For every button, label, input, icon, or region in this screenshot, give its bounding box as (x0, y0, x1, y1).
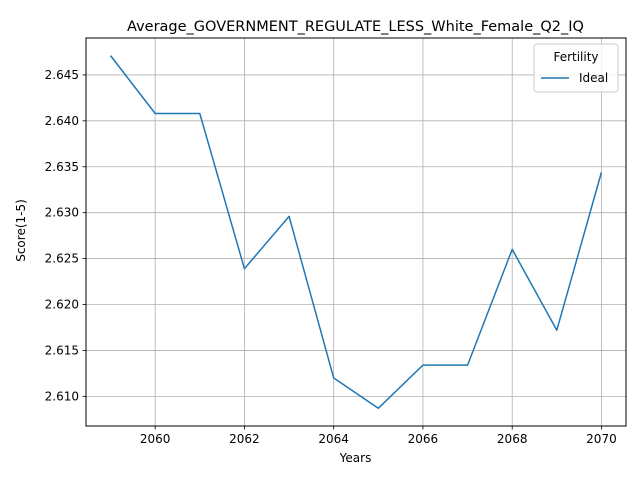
series-layer (109, 55, 603, 410)
x-tick-label: 2064 (318, 432, 349, 446)
y-tick-label: 2.635 (45, 160, 79, 174)
ticks: 2060 2062 2064 2066 2068 2070 2.610 2.615 2.620 2… (45, 68, 617, 446)
y-tick-label: 2.620 (45, 298, 79, 312)
x-tick-label: 2066 (408, 432, 439, 446)
x-tick-label: 2068 (497, 432, 528, 446)
chart-title: Average_GOVERNMENT_REGULATE_LESS_White_F… (127, 19, 584, 35)
plot-frame (85, 37, 627, 427)
grid (86, 38, 626, 426)
y-axis-label: Score(1-5) (14, 199, 28, 262)
x-tick-label: 2070 (586, 432, 617, 446)
series-line-ideal (109, 55, 603, 410)
legend-title: Fertility (553, 50, 598, 64)
legend-box (533, 43, 619, 93)
y-tick-label: 2.630 (45, 206, 79, 220)
y-tick-label: 2.645 (45, 68, 79, 82)
y-tick-label: 2.610 (45, 389, 79, 403)
y-tick-label: 2.625 (45, 252, 79, 266)
legend: Fertility Ideal (533, 43, 619, 93)
x-axis-label: Years (339, 451, 372, 465)
y-tick-label: 2.615 (45, 343, 79, 357)
y-tick-label: 2.640 (45, 114, 79, 128)
legend-label-ideal: Ideal (579, 71, 608, 85)
x-tick-label: 2060 (140, 432, 171, 446)
x-tick-label: 2062 (229, 432, 260, 446)
